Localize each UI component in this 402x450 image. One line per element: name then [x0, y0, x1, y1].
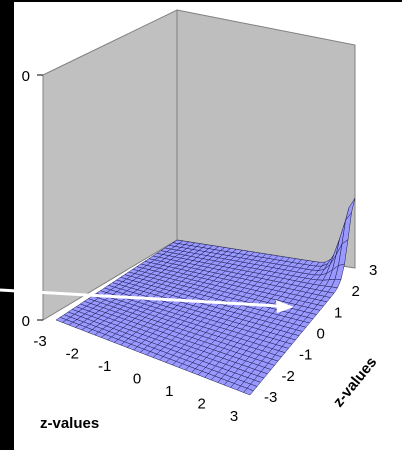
back-wall: [176, 9, 356, 269]
x-tick-label: -1: [98, 358, 111, 375]
x-axis-title: z-values: [40, 415, 99, 432]
surface-cell: [243, 388, 254, 396]
z-tick-label-top: 0: [22, 68, 30, 85]
y-tick-label: 3: [369, 262, 377, 279]
x-tick-label: -3: [33, 333, 46, 350]
y-tick-label: 0: [317, 326, 325, 343]
x-tick-label: 3: [230, 408, 238, 425]
y-tick-label: 1: [334, 304, 342, 321]
x-tick-label: 0: [133, 371, 141, 388]
x-tick-label: 1: [165, 383, 173, 400]
x-tick-label: -2: [66, 346, 79, 363]
x-tick-label: 2: [198, 396, 206, 413]
y-tick-label: -1: [299, 347, 312, 364]
surface-mesh: [55, 197, 356, 396]
annotation-arrow-line: [0, 288, 279, 308]
z-tick-label-bottom: 0: [22, 313, 30, 330]
y-tick-label: -2: [282, 368, 295, 385]
y-tick-label: -3: [264, 389, 277, 406]
y-axis-title: z-values: [330, 354, 380, 411]
y-tick-label: 2: [352, 283, 360, 300]
annotation-arrow-head: [276, 300, 294, 313]
